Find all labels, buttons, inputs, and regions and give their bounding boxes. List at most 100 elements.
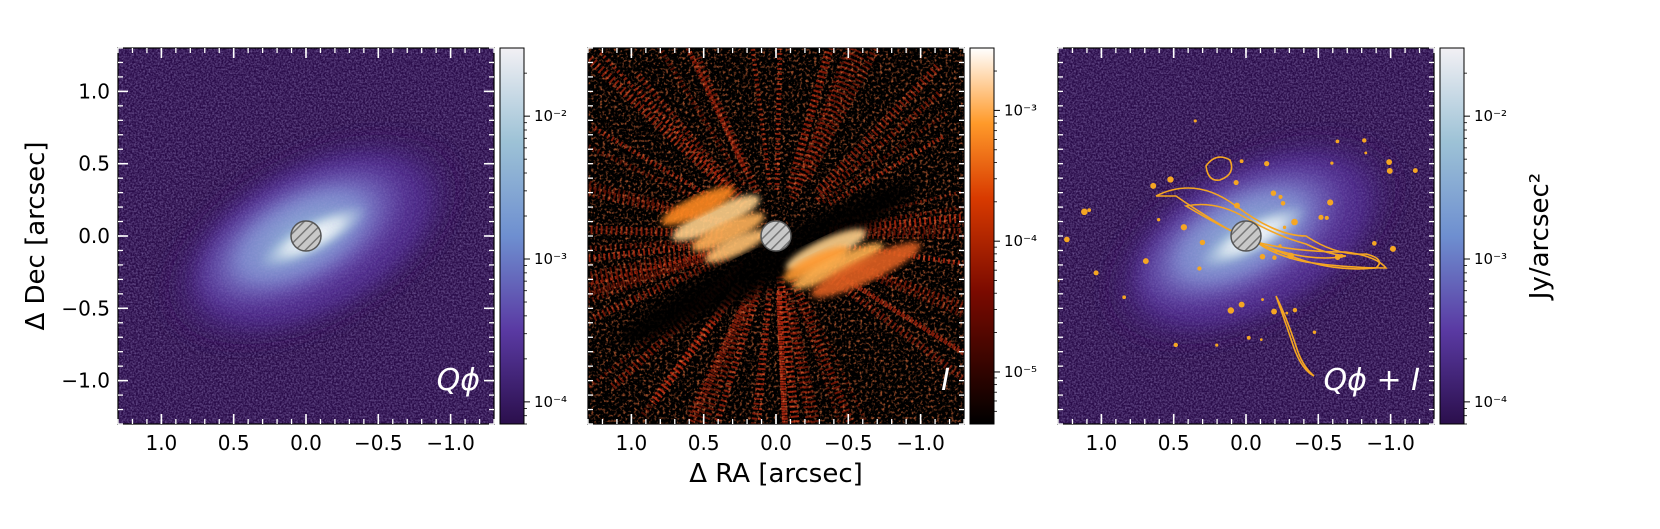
- contour-line: [1205, 156, 1233, 182]
- contour-speck: [1291, 218, 1298, 226]
- panel-label: Qϕ: [437, 363, 480, 398]
- contour-speck: [1167, 176, 1174, 183]
- x-tick-label: 0.0: [1230, 431, 1262, 455]
- contour-speck: [1122, 295, 1127, 300]
- contour-speck: [1389, 245, 1396, 252]
- coronagraph-mask: [290, 220, 322, 252]
- contour-speck: [1339, 254, 1344, 258]
- contour-speck: [1259, 338, 1263, 342]
- bright-arc: [811, 242, 921, 298]
- x-tick-label: 0.5: [1158, 431, 1190, 455]
- minor-ticks: [117, 47, 495, 425]
- y-axis-title: Δ Dec [arcsec]: [21, 141, 51, 330]
- contour-speck: [1156, 217, 1161, 222]
- panel-label: I: [941, 363, 950, 398]
- contour-speck: [1259, 253, 1266, 260]
- contour-speck: [1093, 270, 1099, 276]
- colorbar: 10⁻⁴ 10⁻³ 10⁻²: [499, 47, 567, 425]
- colorbar-gradient: [499, 47, 525, 425]
- y-tick-label: 0.5: [78, 152, 110, 176]
- coronagraph-mask: [760, 220, 792, 252]
- panel-3: 1.0 0.5 0.0 −0.5 −1.0 Qϕ + I 10⁻⁴ 10⁻³ 10⁻² Jy/ar…: [1057, 47, 1555, 455]
- contour-speck: [1292, 307, 1298, 313]
- contour-speck: [1274, 249, 1278, 253]
- dark-lane: [617, 180, 919, 346]
- minor-ticks: [587, 47, 965, 425]
- bright-arc: [661, 186, 735, 226]
- contour-speck: [1386, 168, 1393, 174]
- colorbar-tick-label: 10⁻²: [1474, 107, 1507, 125]
- coronagraph-mask: [1230, 220, 1262, 252]
- contour-speck: [1364, 151, 1368, 155]
- contour-speck: [1285, 311, 1289, 315]
- contour-speck: [1238, 301, 1245, 308]
- contour-speck: [1142, 258, 1149, 264]
- x-tick-label: 0.5: [218, 431, 250, 455]
- x-tick-label: −1.0: [1366, 431, 1415, 455]
- contour-speck: [1278, 244, 1282, 248]
- contour-speck: [1362, 138, 1367, 143]
- colorbar-tick-label: 10⁻⁵: [1004, 363, 1037, 381]
- contour-speck: [1180, 224, 1188, 231]
- colorbar-tick-label: 10⁻⁴: [1474, 393, 1507, 411]
- y-tick-label: −1.0: [61, 369, 110, 393]
- x-tick-label: 0.5: [688, 431, 720, 455]
- contour-speck: [1287, 252, 1294, 260]
- contour-speck: [1318, 214, 1324, 220]
- contour-speck: [1233, 179, 1239, 186]
- x-tick-label: 0.0: [290, 431, 322, 455]
- panel-1: 1.0 0.5 0.0 −0.5 −1.0 1.0 0.5 0.0 −0.5 −1.0 Qϕ Δ De…: [21, 47, 567, 455]
- contour-speck: [1312, 330, 1317, 334]
- contour-speck: [1330, 161, 1334, 165]
- bright-arc: [691, 212, 765, 252]
- colorbar-tick-label: 10⁻²: [534, 107, 567, 125]
- contour-speck: [1215, 343, 1219, 347]
- x-tick-label: −0.5: [354, 431, 403, 455]
- contour-speck: [1280, 201, 1286, 206]
- major-ticks: [118, 48, 494, 424]
- contour-line: [1275, 295, 1315, 377]
- colorbar-gradient: [1439, 47, 1465, 425]
- contour-speck: [1227, 307, 1235, 314]
- y-tick-label: −0.5: [61, 296, 110, 320]
- contour-speck: [1264, 161, 1270, 167]
- contour-speck: [1327, 199, 1334, 206]
- contour-speck: [1064, 236, 1070, 243]
- contour-speck: [1272, 255, 1277, 260]
- contour-speck: [1234, 202, 1240, 209]
- x-tick-label: −0.5: [1294, 431, 1343, 455]
- y-tick-label: 0.0: [78, 224, 110, 248]
- contour-speck: [1150, 182, 1157, 189]
- x-tick-label: 1.0: [615, 431, 647, 455]
- contour-speck: [1173, 342, 1179, 348]
- panel-label: Qϕ + I: [1324, 363, 1421, 398]
- colorbar-tick-label: 10⁻⁴: [534, 393, 567, 411]
- minor-ticks: [1057, 47, 1435, 425]
- colorbar-tick-label: 10⁻³: [1474, 250, 1507, 268]
- contour-speck: [1087, 208, 1092, 212]
- x-axis-title: Δ RA [arcsec]: [689, 459, 863, 489]
- x-tick-label: 0.0: [760, 431, 792, 455]
- colorbar-tick-label: 10⁻⁴: [1004, 232, 1037, 250]
- x-tick-label: 1.0: [1085, 431, 1117, 455]
- contour-speck: [1193, 119, 1197, 123]
- contour-speck: [1412, 168, 1418, 174]
- bright-arc: [704, 229, 768, 263]
- contour-speck: [1246, 335, 1251, 340]
- contour-speck: [1261, 298, 1264, 301]
- contour-speck: [1324, 215, 1329, 220]
- x-tick-label: −1.0: [426, 431, 475, 455]
- contour-speck: [1081, 208, 1088, 216]
- colorbar-gradient: [969, 47, 995, 425]
- contour-speck: [1197, 266, 1202, 271]
- major-ticks: [1100, 48, 1392, 424]
- bright-arc: [783, 246, 849, 282]
- contour-speck: [1270, 190, 1277, 196]
- colorbar-tick-label: 10⁻³: [1004, 101, 1037, 119]
- colorbar-title: Jy/arcsec²: [1525, 173, 1555, 301]
- contour-speck: [1371, 241, 1377, 246]
- contour-speck: [1199, 239, 1206, 246]
- contour-speck: [1271, 308, 1277, 315]
- bright-arc: [792, 243, 884, 289]
